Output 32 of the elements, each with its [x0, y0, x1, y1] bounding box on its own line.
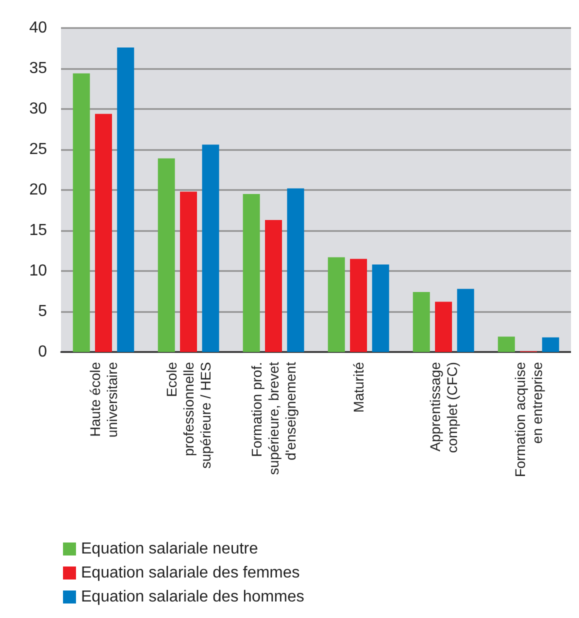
bar [372, 264, 390, 352]
legend-label: Equation salariale neutre [81, 540, 258, 558]
legend-label: Equation salariale des hommes [81, 588, 304, 606]
y-tick-label: 35 [29, 60, 48, 77]
y-tick-label: 40 [29, 20, 48, 36]
bar [412, 292, 430, 352]
y-tick-label: 5 [38, 303, 48, 320]
y-tick-label: 15 [29, 222, 48, 239]
bar [350, 258, 367, 352]
bar [498, 336, 515, 352]
bar [328, 257, 345, 352]
bar [95, 114, 112, 352]
bar [265, 220, 282, 352]
y-tick-label: 25 [29, 141, 48, 158]
y-tick-label: 10 [29, 262, 48, 280]
x-tick-label: Haute école universitaire [87, 362, 120, 438]
legend-label: Equation salariale des femmes [81, 564, 300, 582]
x-tick-label: Maturité [350, 362, 366, 413]
y-tick-label: 20 [29, 182, 48, 198]
bar [242, 194, 260, 352]
bar [435, 302, 452, 352]
y-tick-label: 30 [29, 100, 48, 118]
y-tick-label: 0 [38, 344, 48, 360]
bar [180, 192, 197, 352]
x-tick-label: Apprentissage complet (CFC) [427, 362, 460, 454]
bar [202, 144, 220, 352]
bar [542, 337, 560, 352]
bar [117, 47, 134, 352]
bar [287, 188, 304, 352]
bar [72, 73, 90, 352]
bar [457, 288, 474, 352]
bar [158, 158, 175, 352]
